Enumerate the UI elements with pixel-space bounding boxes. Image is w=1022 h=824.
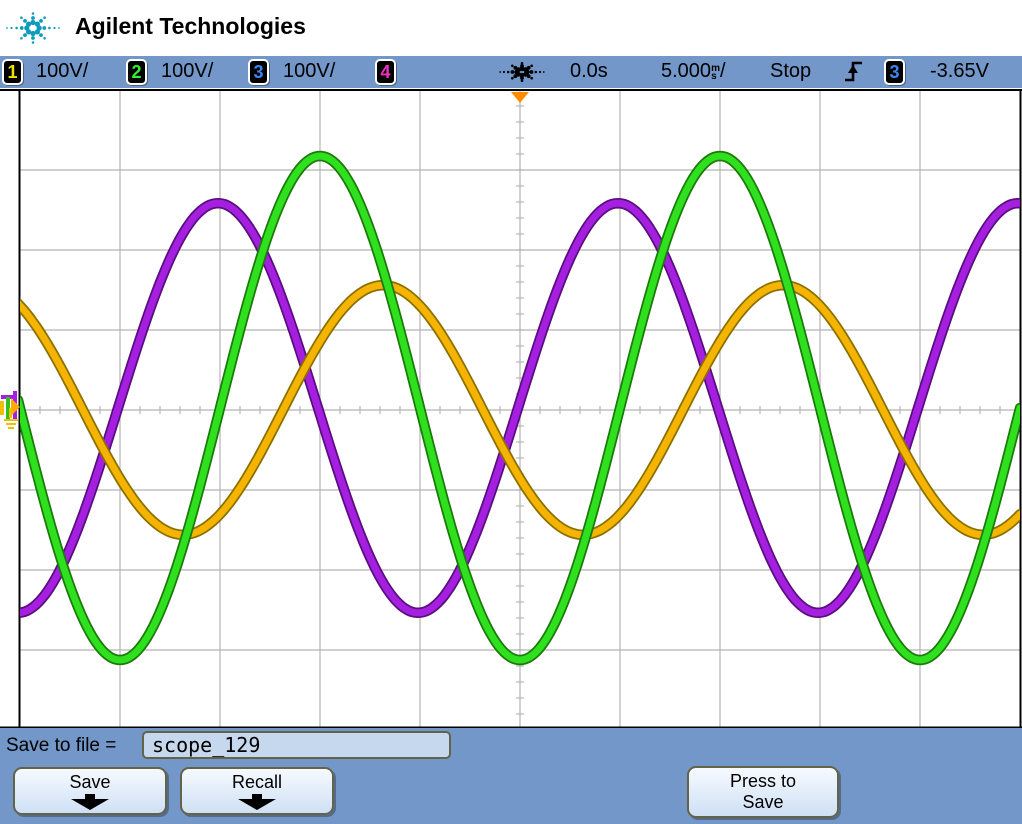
- trace-layer: [20, 150, 1020, 666]
- trace-channel-1: [20, 281, 1020, 539]
- save-to-file-label: Save to file =: [6, 735, 117, 756]
- trace-channel-2: [20, 150, 1020, 666]
- arrow-down-icon: [71, 794, 109, 810]
- brand-name: Agilent Technologies: [75, 13, 306, 39]
- channel-3-number: 3: [253, 61, 264, 82]
- press-to-save-line1: Press to: [729, 771, 797, 791]
- channel-2-number: 2: [131, 61, 142, 82]
- save-button[interactable]: Save: [13, 767, 167, 815]
- trigger-level-readout: -3.65V: [930, 60, 989, 82]
- press-to-save-button[interactable]: Press to Save: [687, 766, 839, 818]
- timebase-value: 5.000: [661, 60, 712, 82]
- trace-channel-1: [20, 279, 1020, 541]
- recall-button[interactable]: Recall: [180, 767, 334, 815]
- filename-input[interactable]: [142, 731, 451, 759]
- trigger-edge-icon: [845, 61, 862, 82]
- channel-1-scale: 100V/: [36, 60, 89, 82]
- channel-1-number: 1: [7, 61, 18, 82]
- run-state: Stop: [770, 60, 812, 82]
- trace-channel-2: [20, 152, 1020, 664]
- timebase-readout: 5.000 m s /: [661, 60, 726, 83]
- trace-channel-3: [20, 199, 1020, 617]
- graticule: [0, 89, 1022, 729]
- channel-2-scale: 100V/: [161, 60, 214, 82]
- press-to-save-line2: Save: [742, 792, 784, 812]
- softkey-panel: Save to file = Save Recall Press to Save: [0, 728, 1022, 824]
- channel-3-badge[interactable]: 3: [248, 59, 269, 85]
- acquisition-spark-icon: [499, 62, 545, 82]
- timebase-suffix: /: [719, 60, 726, 82]
- header: Agilent Technologies: [0, 0, 1022, 56]
- channel-4-number: 4: [380, 61, 391, 82]
- delay-readout: 0.0s: [570, 60, 608, 82]
- channel-ground-markers[interactable]: [0, 391, 20, 429]
- trigger-source-number: 3: [889, 61, 900, 82]
- trigger-source-badge[interactable]: 3: [884, 59, 905, 85]
- trace-channel-3: [20, 197, 1020, 619]
- channel-3-scale: 100V/: [283, 60, 336, 82]
- channel-2-badge[interactable]: 2: [126, 59, 147, 85]
- trigger-position-marker[interactable]: [511, 92, 529, 103]
- agilent-logo-icon: [6, 12, 60, 44]
- channel-1-badge[interactable]: 1: [2, 59, 23, 85]
- recall-button-label: Recall: [231, 772, 283, 792]
- arrow-down-icon: [238, 794, 276, 810]
- channel-4-badge[interactable]: 4: [375, 59, 396, 85]
- save-button-label: Save: [69, 772, 111, 792]
